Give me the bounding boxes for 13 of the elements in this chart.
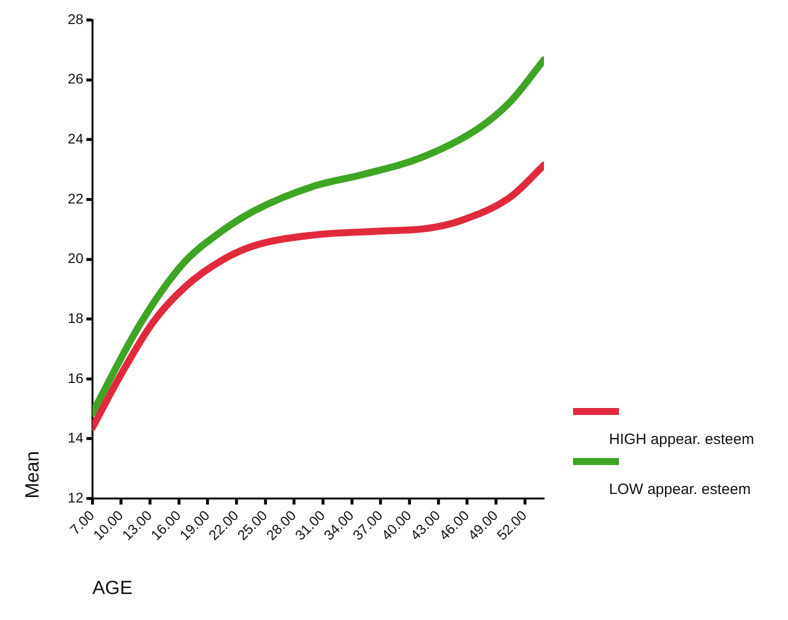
y-tick-label: 24 [68,130,84,146]
legend-label: LOW appear. esteem [609,481,752,498]
legend-label: HIGH appear. esteem [609,431,754,448]
y-tick-label: 16 [68,370,84,386]
y-tick-label: 14 [68,430,84,446]
y-tick-label: 18 [68,310,84,326]
y-tick-label: 26 [68,70,84,87]
y-tick-label: 12 [68,489,84,506]
y-axis-title: Mean [22,451,44,499]
y-tick-label: 22 [68,190,84,206]
x-axis-title: AGE [92,578,132,599]
y-tick-label: 20 [68,250,84,266]
y-tick-label: 28 [68,10,84,27]
